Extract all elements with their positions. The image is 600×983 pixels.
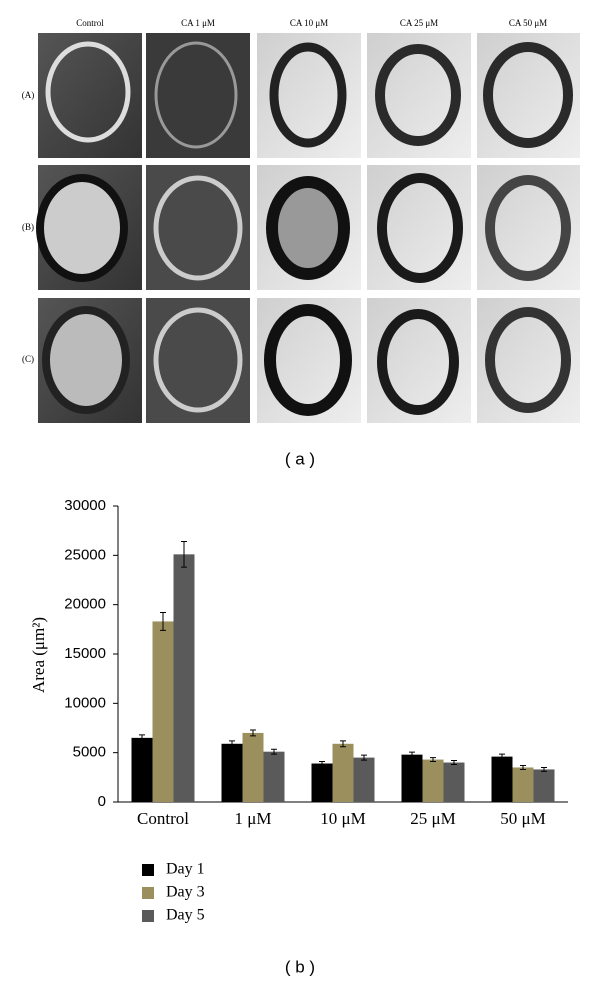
micrograph — [38, 33, 142, 158]
bar — [491, 756, 513, 802]
legend-label: Day 3 — [166, 884, 205, 901]
ring — [375, 44, 461, 146]
x-tick-label: 1 μM — [235, 809, 272, 828]
ring — [266, 176, 350, 280]
micrograph — [146, 298, 250, 423]
bar — [512, 767, 534, 802]
ring — [36, 174, 128, 282]
column-label: CA 25 μM — [400, 18, 438, 28]
column-label: Control — [76, 18, 104, 28]
ring — [264, 304, 352, 416]
ring — [269, 42, 347, 148]
ring — [153, 307, 243, 413]
error-bar — [361, 754, 367, 761]
column-label: CA 50 μM — [509, 18, 547, 28]
x-tick-label: Control — [137, 809, 189, 828]
y-tick-label: 15000 — [64, 645, 106, 662]
bar — [422, 759, 444, 802]
bar — [152, 621, 174, 802]
ring — [377, 173, 463, 283]
error-bar — [229, 740, 235, 748]
y-tick-label: 20000 — [64, 596, 106, 613]
error-bar — [499, 753, 505, 760]
column-label: CA 1 μM — [181, 18, 215, 28]
error-bar — [430, 757, 436, 763]
legend-swatch — [142, 887, 154, 899]
legend-swatch — [142, 910, 154, 922]
row-label: (B) — [22, 222, 34, 232]
error-bar — [271, 748, 277, 755]
ring — [483, 42, 573, 148]
y-tick-label: 25000 — [64, 546, 106, 563]
bar — [263, 751, 285, 802]
legend-label: Day 5 — [166, 907, 205, 924]
ring — [45, 41, 131, 143]
bar — [443, 762, 465, 802]
image-grid: Control CA 1 μM CA 10 μM CA 25 μM CA 50 … — [22, 18, 580, 468]
micrograph — [146, 33, 250, 158]
x-tick-label: 10 μM — [320, 809, 365, 828]
bar — [311, 763, 333, 802]
bar — [533, 769, 555, 802]
y-axis-title: Area (μm²) — [29, 617, 48, 693]
legend-label: Day 1 — [166, 861, 205, 878]
ring — [153, 175, 243, 281]
bar — [353, 757, 375, 802]
error-bar — [541, 766, 547, 772]
bar — [332, 743, 354, 802]
error-bar — [139, 734, 145, 742]
ring — [154, 41, 238, 149]
legend-swatch — [142, 864, 154, 876]
ring — [485, 175, 571, 281]
column-label: CA 10 μM — [290, 18, 328, 28]
error-bar — [250, 729, 256, 737]
error-bar — [160, 612, 166, 631]
micrograph — [477, 33, 580, 158]
micrograph — [146, 165, 250, 290]
y-tick-label: 30000 — [64, 497, 106, 514]
caption: ( b ) — [285, 957, 315, 976]
error-bar — [181, 541, 187, 568]
ring — [377, 309, 459, 415]
bar — [401, 754, 423, 802]
ring — [485, 307, 571, 413]
bar — [173, 554, 195, 802]
row-label: (A) — [22, 90, 35, 100]
bar — [242, 732, 264, 802]
y-tick-label: 5000 — [73, 744, 106, 761]
ring — [42, 306, 130, 414]
error-bar — [451, 760, 457, 766]
error-bar — [319, 761, 325, 766]
bar — [221, 743, 243, 802]
error-bar — [409, 751, 415, 758]
error-bar — [340, 740, 346, 748]
x-tick-label: 25 μM — [410, 809, 455, 828]
x-tick-label: 50 μM — [500, 809, 545, 828]
y-tick-label: 10000 — [64, 694, 106, 711]
error-bar — [520, 764, 526, 770]
bar — [131, 737, 153, 802]
row-label: (C) — [22, 354, 34, 364]
y-tick-label: 0 — [98, 793, 106, 810]
caption: ( a ) — [285, 449, 315, 468]
